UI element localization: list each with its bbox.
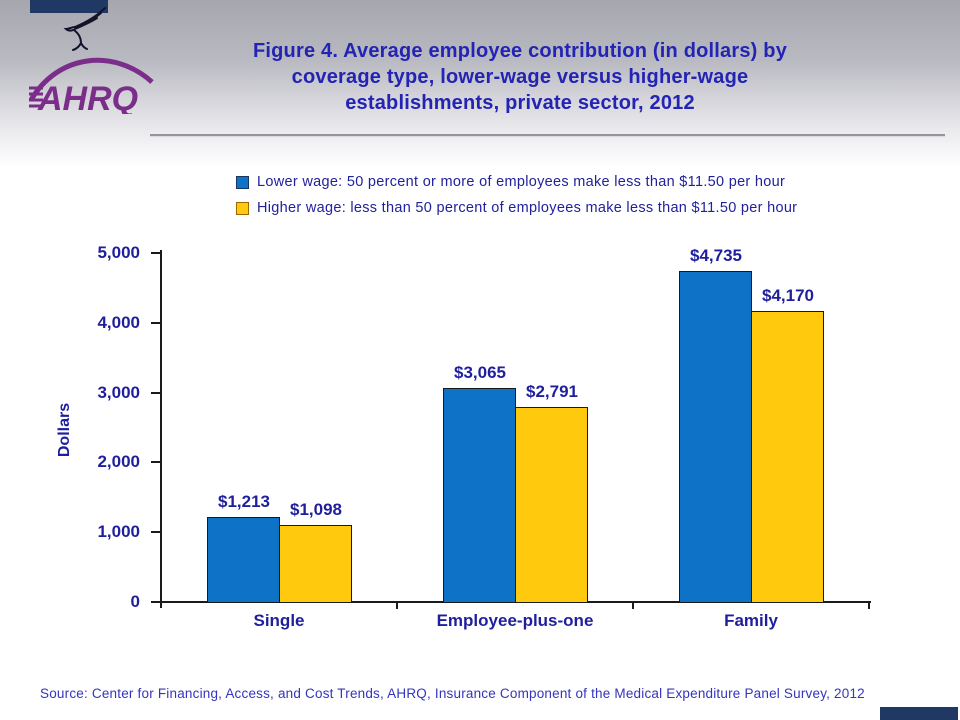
- legend-item-higher-wage: Higher wage: less than 50 percent of emp…: [236, 195, 797, 221]
- bar-value-label: $1,213: [218, 492, 270, 511]
- bar-value-label: $2,791: [526, 382, 578, 401]
- y-tickmark: [151, 531, 160, 534]
- x-category-label: Employee-plus-one: [436, 611, 594, 630]
- bar-value-label: $3,065: [454, 363, 506, 382]
- figure-title-line-3: establishments, private sector, 2012: [345, 92, 695, 114]
- legend-label-lower-wage: Lower wage: 50 percent or more of employ…: [257, 174, 786, 190]
- corner-mark-top-left: [30, 0, 108, 13]
- bar-lower-wage: [443, 388, 516, 603]
- y-axis-line: [160, 250, 162, 608]
- figure-title-line-1: Figure 4. Average employee contribution …: [252, 40, 788, 62]
- figure-title-line-2: coverage type, lower-wage versus higher-…: [291, 66, 749, 88]
- y-tickmark: [151, 601, 160, 603]
- legend-label-higher-wage: Higher wage: less than 50 percent of emp…: [257, 200, 798, 216]
- y-tickmark: [151, 321, 160, 324]
- bar-higher-wage: [279, 525, 352, 603]
- chart-legend: Lower wage: 50 percent or more of employ…: [236, 169, 797, 221]
- ahrq-logo-text: AHRQ: [37, 80, 138, 114]
- bar-higher-wage: [751, 311, 824, 603]
- y-tickmark: [151, 391, 160, 394]
- bar-value-label: $4,170: [762, 286, 814, 305]
- bar-higher-wage: [515, 407, 588, 603]
- header-divider: [150, 134, 945, 137]
- figure-title: Figure 4. Average employee contribution …: [150, 38, 890, 116]
- bar-value-label: $1,098: [290, 500, 342, 519]
- x-category-label: Family: [724, 611, 778, 630]
- y-tick-label: 1,000: [97, 522, 140, 542]
- legend-swatch-higher-wage-icon: [236, 201, 249, 215]
- y-tick-label: 4,000: [97, 312, 140, 332]
- x-tickmark: [396, 602, 398, 609]
- ahrq-logo: AHRQ: [26, 2, 176, 114]
- y-tickmark: [151, 252, 160, 254]
- x-tickmark: [868, 602, 870, 609]
- hhs-eagle-icon: [63, 7, 106, 51]
- y-tick-label: 3,000: [97, 382, 140, 402]
- bar-lower-wage: [679, 271, 752, 603]
- y-tick-label: 0: [130, 592, 140, 611]
- y-tick-label: 2,000: [97, 452, 140, 472]
- source-note: Source: Center for Financing, Access, an…: [40, 686, 865, 701]
- y-tickmark: [151, 461, 160, 464]
- x-tickmark: [632, 602, 634, 609]
- legend-item-lower-wage: Lower wage: 50 percent or more of employ…: [236, 169, 797, 195]
- y-tick-label: 5,000: [97, 243, 140, 262]
- corner-mark-bottom-right: [880, 707, 958, 720]
- x-category-label: Single: [253, 611, 305, 630]
- legend-swatch-lower-wage-icon: [236, 175, 249, 189]
- bar-lower-wage: [207, 517, 280, 603]
- ahrq-wordmark: AHRQ: [28, 57, 154, 114]
- bar-value-label: $4,735: [690, 246, 742, 265]
